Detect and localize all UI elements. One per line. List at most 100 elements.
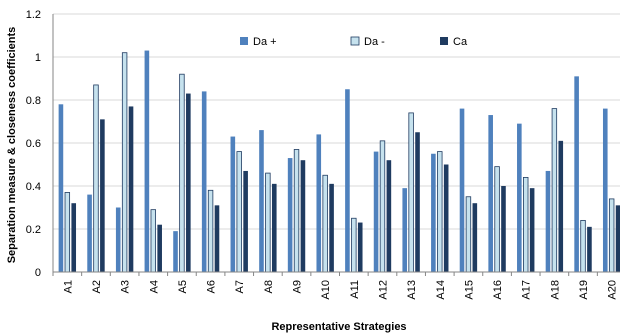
bar-ca-a2 bbox=[100, 119, 105, 272]
bar-ca-a11 bbox=[357, 222, 363, 272]
bar-da-a14 bbox=[431, 153, 436, 272]
x-tick-label: A10 bbox=[320, 280, 332, 300]
bar-ca-a20 bbox=[615, 205, 620, 272]
bar-da-a6 bbox=[201, 91, 207, 273]
bar-ca-a13 bbox=[415, 132, 420, 272]
bar-ca-a6 bbox=[214, 205, 220, 272]
bar-da-a1 bbox=[64, 192, 71, 273]
x-axis-title: Representative Strategies bbox=[271, 321, 406, 333]
x-tick-label: A5 bbox=[177, 280, 189, 293]
x-tick-label: A4 bbox=[148, 280, 160, 293]
x-tick-label: A7 bbox=[234, 280, 246, 293]
bars bbox=[58, 50, 620, 273]
bar-da-a18 bbox=[545, 170, 551, 272]
bar-ca-a5 bbox=[186, 93, 191, 272]
x-tick-label: A6 bbox=[206, 280, 218, 293]
bar-ca-a17 bbox=[529, 188, 535, 272]
bar-da-a13 bbox=[402, 188, 408, 272]
bar-da-a9 bbox=[287, 158, 293, 272]
bar-da-a13 bbox=[408, 112, 414, 273]
x-tick-label: A16 bbox=[492, 280, 504, 300]
bar-ca-a16 bbox=[501, 186, 506, 272]
x-tick-label: A9 bbox=[292, 280, 304, 293]
bar-ca-a15 bbox=[472, 203, 478, 272]
bar-da-a20 bbox=[608, 198, 615, 273]
axes bbox=[52, 14, 620, 276]
x-tick-label: A15 bbox=[463, 280, 475, 300]
bar-ca-a8 bbox=[271, 183, 277, 272]
x-tick-label: A12 bbox=[377, 280, 389, 300]
bar-da-a3 bbox=[115, 207, 121, 272]
y-tick-label: 0.2 bbox=[26, 224, 41, 236]
x-tick-label: A20 bbox=[607, 280, 619, 300]
bar-da-a15 bbox=[465, 196, 472, 273]
y-tick-label: 1 bbox=[35, 52, 41, 64]
bar-da-a4 bbox=[150, 209, 156, 273]
bar-ca-a18 bbox=[558, 140, 564, 272]
bar-ca-a9 bbox=[300, 160, 306, 272]
bar-da-a18 bbox=[551, 108, 558, 273]
bar-ca-a19 bbox=[587, 226, 592, 272]
bar-da-a17 bbox=[523, 176, 529, 273]
bar-da-a2 bbox=[93, 84, 99, 273]
gridlines bbox=[53, 13, 620, 273]
bar-da-a20 bbox=[602, 108, 608, 272]
bar-ca-a4 bbox=[157, 224, 162, 272]
y-tick-label: 0.8 bbox=[26, 95, 41, 107]
bar-ca-a12 bbox=[386, 160, 392, 272]
bar-da-a16 bbox=[488, 115, 493, 272]
x-tick-labels: A1 A2 A3 A4 A5 A6 A7 A8 A9 A10 A11 A12 A13 A14 A15 A16 A… bbox=[62, 280, 618, 300]
bar-da-a19 bbox=[574, 76, 579, 272]
bar-da-a16 bbox=[494, 166, 500, 273]
legend-swatch bbox=[240, 37, 248, 45]
bar-da-a12 bbox=[379, 140, 386, 273]
bar-da-a2 bbox=[87, 194, 92, 272]
bar-ca-a7 bbox=[243, 170, 248, 272]
legend-swatch bbox=[440, 37, 448, 45]
y-tick-label: 0.6 bbox=[26, 138, 41, 150]
x-tick-label: A1 bbox=[62, 280, 74, 293]
bar-da-a10 bbox=[316, 134, 322, 272]
bar-ca-a3 bbox=[128, 106, 134, 272]
legend-label: Da + bbox=[253, 36, 277, 48]
x-tick-label: A11 bbox=[349, 280, 361, 299]
y-tick-label: 0.4 bbox=[26, 181, 41, 193]
bar-da-a10 bbox=[322, 174, 328, 273]
bar-da-a6 bbox=[207, 189, 214, 273]
bar-da-a19 bbox=[580, 219, 586, 273]
x-tick-label: A13 bbox=[406, 280, 418, 300]
bar-da-a3 bbox=[121, 52, 128, 273]
y-axis-title: Separation measure & closeness coefficie… bbox=[6, 27, 18, 264]
x-tick-label: A8 bbox=[263, 280, 275, 293]
bar-da-a17 bbox=[517, 123, 522, 273]
bar-ca-a10 bbox=[329, 183, 334, 272]
bar-da-a15 bbox=[459, 108, 465, 272]
bar-da-a1 bbox=[58, 104, 64, 272]
x-tick-label: A18 bbox=[549, 280, 561, 300]
y-tick-label: 0 bbox=[35, 267, 41, 279]
x-tick-label: A2 bbox=[91, 280, 103, 293]
bar-da-a12 bbox=[373, 151, 379, 272]
legend-label: Da - bbox=[364, 36, 385, 48]
y-tick-label: 1.2 bbox=[26, 9, 41, 21]
bar-da-a14 bbox=[437, 151, 443, 273]
bar-da-a7 bbox=[230, 136, 236, 272]
bar-da-a9 bbox=[293, 149, 300, 273]
x-tick-label: A3 bbox=[120, 280, 132, 293]
legend: Da + Da - Ca bbox=[240, 36, 468, 48]
bar-ca-a14 bbox=[443, 164, 449, 272]
bar-da-a4 bbox=[144, 50, 150, 272]
x-tick-label: A19 bbox=[578, 280, 590, 300]
bar-da-a8 bbox=[259, 130, 264, 272]
bar-da-a7 bbox=[236, 151, 242, 273]
y-tick-labels: 0 0.2 0.4 0.6 0.8 1 1.2 bbox=[26, 9, 41, 279]
x-tick-label: A14 bbox=[435, 280, 447, 300]
bar-da-a8 bbox=[265, 172, 271, 273]
legend-swatch bbox=[350, 36, 360, 46]
legend-label: Ca bbox=[453, 36, 468, 48]
bar-da-a11 bbox=[345, 89, 350, 272]
x-tick-label: A17 bbox=[521, 280, 533, 300]
bar-da-a5 bbox=[179, 73, 185, 273]
bar-ca-a1 bbox=[71, 203, 77, 272]
